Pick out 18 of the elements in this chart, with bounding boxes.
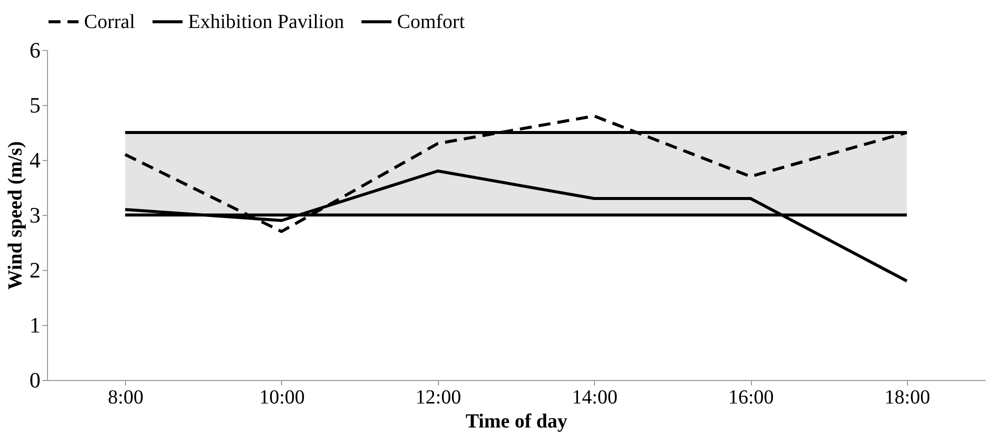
- y-tick-label: 6: [30, 38, 40, 62]
- y-tick-label: 1: [30, 312, 40, 338]
- legend-label: Corral: [84, 10, 136, 33]
- y-tick-label: 5: [30, 92, 40, 118]
- legend-label: Comfort: [397, 10, 466, 33]
- y-tick-label: 4: [30, 148, 40, 172]
- x-tick-label: 14:00: [572, 386, 618, 408]
- x-tick-label: 12:00: [416, 386, 462, 408]
- x-tick-label: 8:00: [108, 386, 144, 408]
- x-axis-title: Time of day: [466, 410, 568, 432]
- y-axis-title: Wind speed (m/s): [4, 141, 26, 290]
- x-tick-label: 10:00: [259, 386, 305, 408]
- legend-label: Exhibition Pavilion: [188, 10, 344, 33]
- x-tick-label: 18:00: [884, 386, 930, 408]
- y-tick-label: 0: [30, 368, 40, 392]
- x-tick-label: 16:00: [728, 386, 774, 408]
- y-tick-label: 3: [30, 202, 40, 228]
- y-tick-label: 2: [30, 258, 40, 282]
